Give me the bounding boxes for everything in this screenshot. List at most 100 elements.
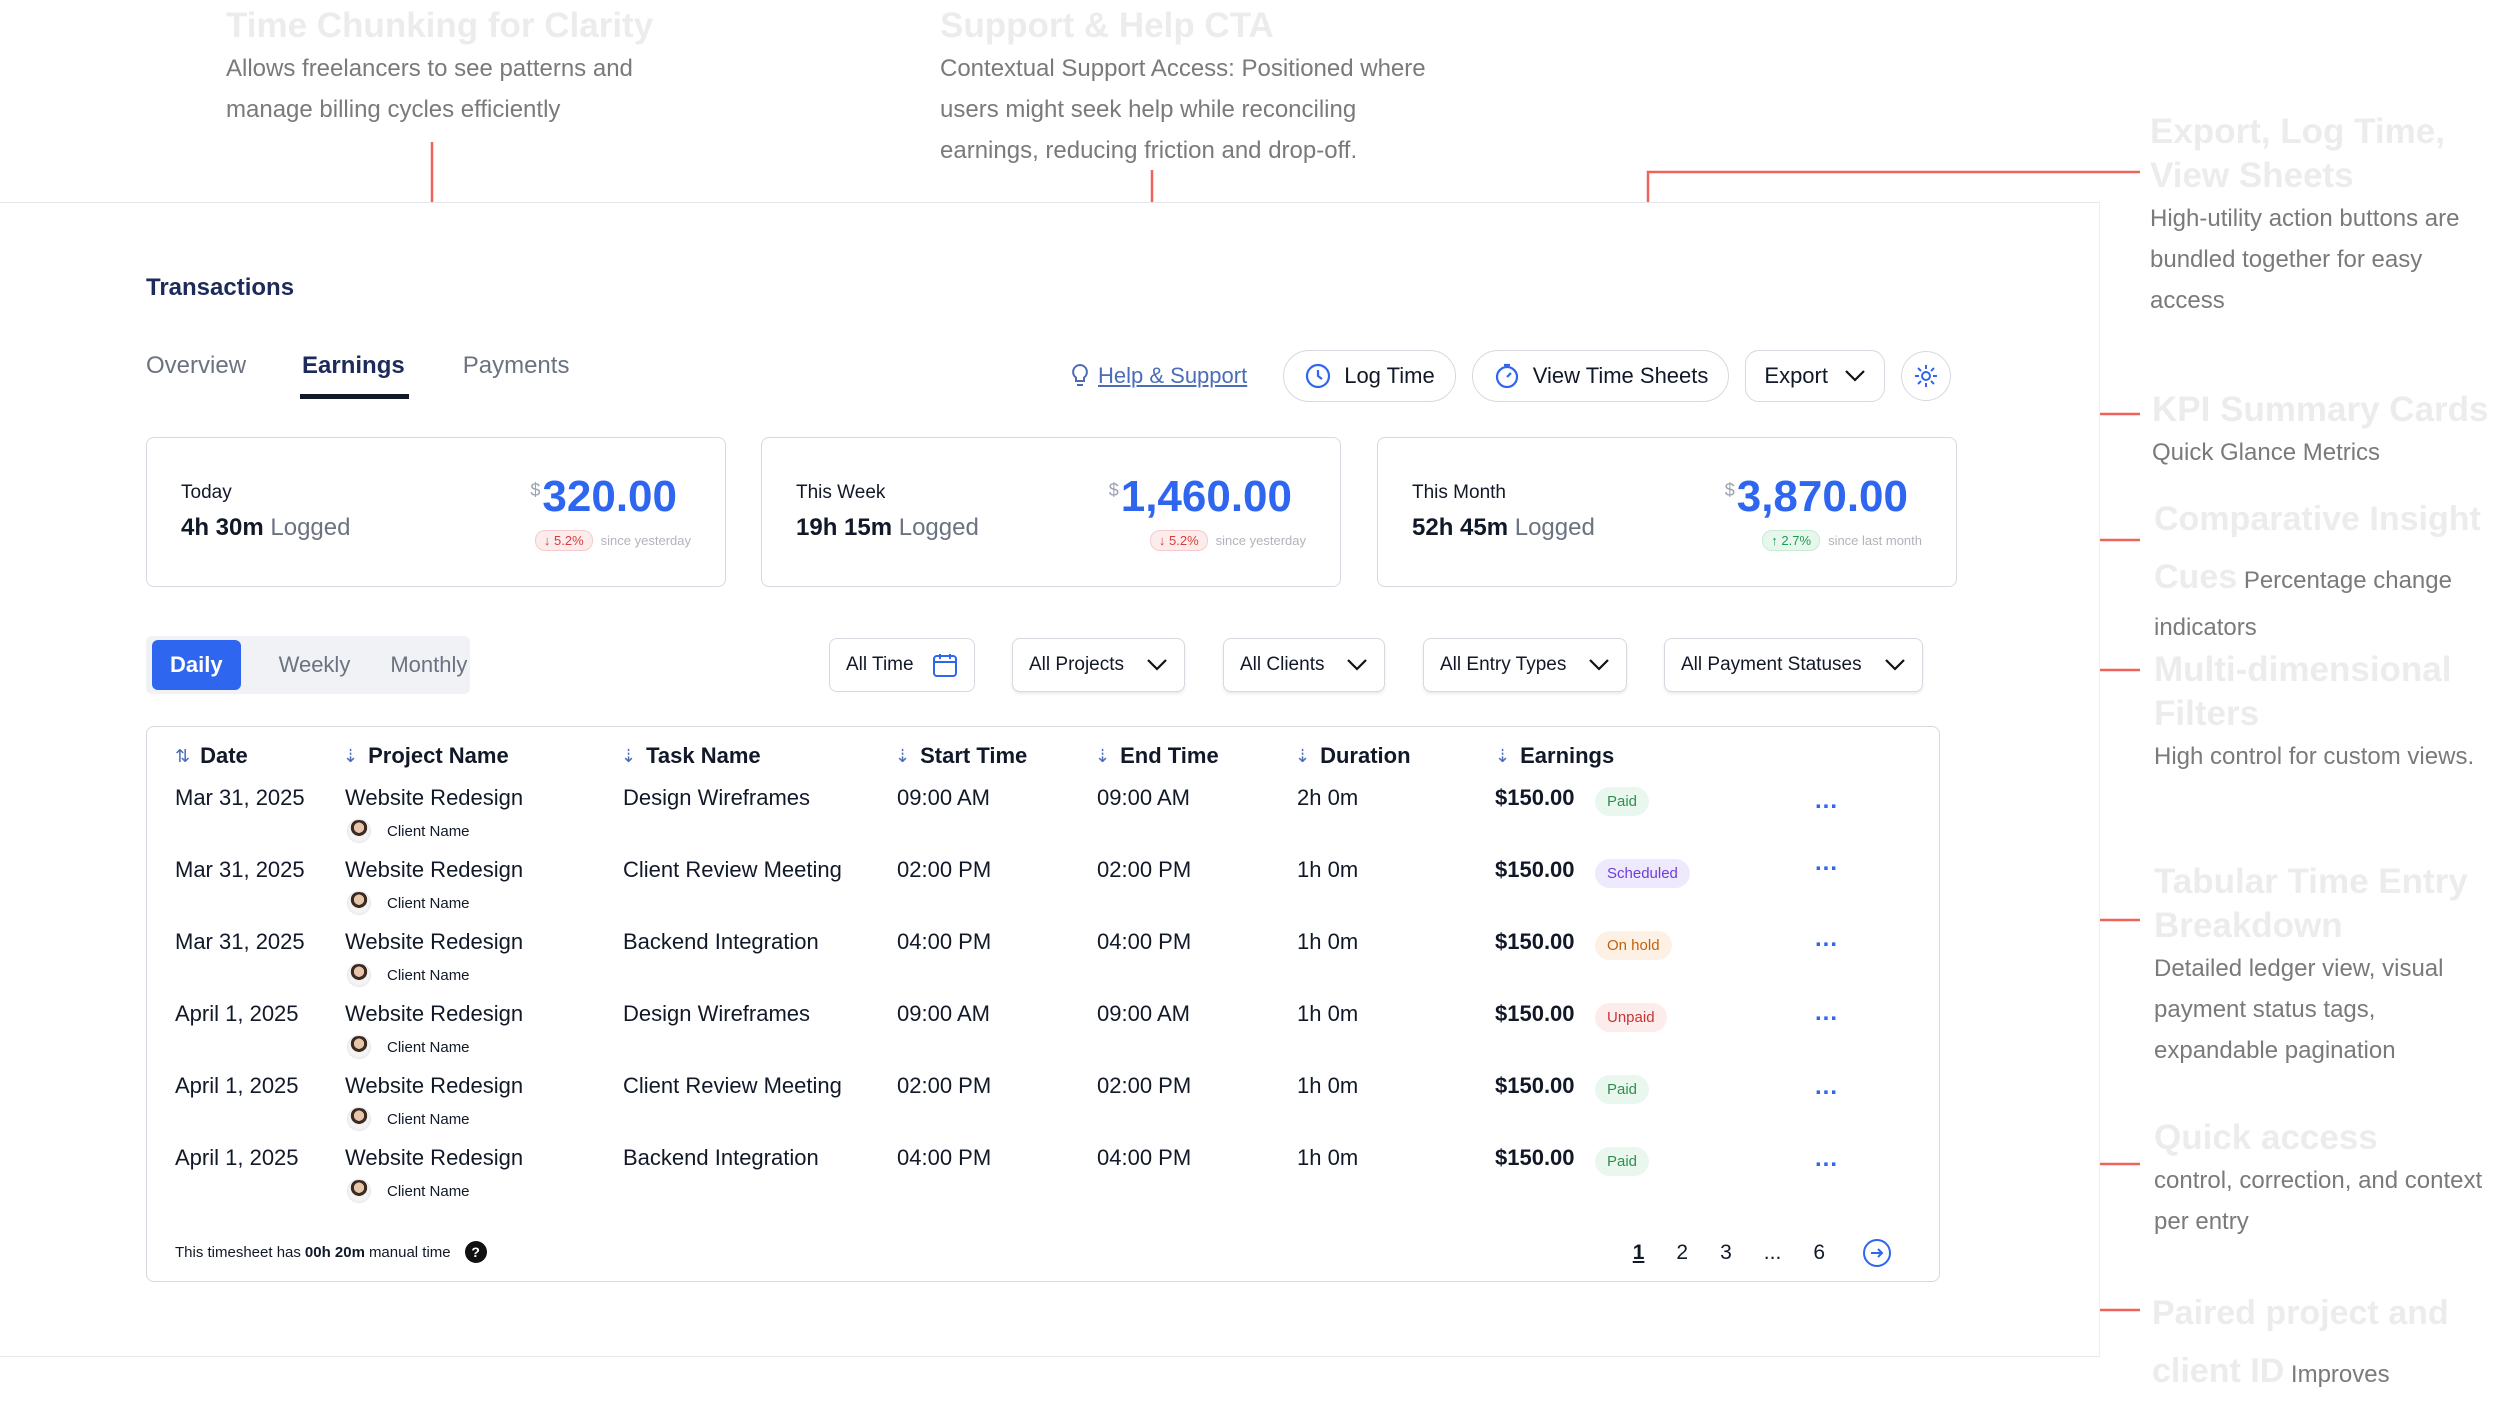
sort-icon: ⇣: [343, 745, 359, 766]
row-more-button[interactable]: ...: [1815, 1073, 1839, 1100]
entry-types-filter[interactable]: All Entry Types: [1423, 638, 1628, 692]
status-badge: Scheduled: [1595, 859, 1690, 888]
annotation-text: Percentage change indicators: [2154, 567, 2452, 641]
cell-task: Design Wireframes: [623, 785, 811, 810]
projects-filter-label: All Projects: [1029, 654, 1125, 675]
kpi-hours: 4h 30m Logged: [181, 514, 350, 542]
time-filter[interactable]: All Time: [829, 638, 975, 692]
period-weekly[interactable]: Weekly: [278, 652, 351, 677]
column-header-label: Date: [200, 743, 248, 768]
column-header-label: End Time: [1120, 743, 1219, 768]
annotation-title: Multi-dimensional Filters: [2154, 650, 2452, 733]
cell-task: Backend Integration: [623, 1145, 819, 1170]
manual-time-suffix: manual time: [368, 1243, 451, 1261]
column-header-date[interactable]: ⇅ Date: [175, 743, 248, 769]
annotation-text: Improves recognition and recall: [2290, 1361, 2390, 1389]
status-badge: Paid: [1595, 787, 1650, 816]
time-filter-label: All Time: [846, 654, 914, 675]
table-row[interactable]: April 1, 2025 Website Redesign Client Na…: [147, 1145, 1939, 1217]
column-header-project[interactable]: ⇣ Project Name: [343, 743, 509, 769]
table-row[interactable]: Mar 31, 2025 Website Redesign Client Nam…: [147, 785, 1939, 857]
delta-since: since last month: [1828, 533, 1922, 548]
help-support-label: Help & Support: [1098, 363, 1248, 388]
row-more-button[interactable]: ...: [1815, 925, 1839, 952]
column-header-end-time[interactable]: ⇣ End Time: [1095, 743, 1219, 769]
client-chip: Client Name: [347, 891, 470, 915]
cell-task: Client Review Meeting: [623, 1073, 842, 1098]
column-header-earnings[interactable]: ⇣ Earnings: [1495, 743, 1614, 769]
clock-icon: [1306, 363, 1331, 389]
log-time-button[interactable]: Log Time: [1283, 350, 1456, 402]
tab-overview[interactable]: Overview: [146, 352, 247, 379]
column-header-label: Project Name: [368, 743, 509, 768]
column-header-start-time[interactable]: ⇣ Start Time: [895, 743, 1027, 769]
status-badge: Paid: [1595, 1075, 1650, 1104]
page-1[interactable]: 1: [1632, 1241, 1645, 1264]
row-more-button[interactable]: ...: [1815, 849, 1839, 876]
delta-badge: ↓ 5.2%: [534, 530, 593, 551]
cell-end-time: 09:00 AM: [1097, 1001, 1190, 1026]
table-row[interactable]: Mar 31, 2025 Website Redesign Client Nam…: [147, 925, 1939, 1001]
page-6[interactable]: 6: [1813, 1241, 1825, 1264]
annotation-body: Detailed ledger view, visual payment sta…: [2154, 954, 2444, 1065]
kpi-card-today: Today 4h 30m Logged $320.00 ↓ 5.2% since …: [146, 437, 726, 587]
avatar: [347, 1107, 371, 1131]
client-name: Client Name: [387, 894, 470, 912]
cell-project: Website Redesign: [345, 1073, 524, 1098]
page-title: Transactions: [146, 274, 295, 301]
question-icon[interactable]: ?: [464, 1241, 487, 1263]
column-header-task[interactable]: ⇣ Task Name: [621, 743, 761, 769]
client-chip: Client Name: [347, 1179, 470, 1203]
page-3[interactable]: 3: [1720, 1241, 1732, 1264]
help-support-link[interactable]: Help & Support: [1070, 363, 1247, 389]
period-monthly[interactable]: Monthly: [390, 652, 468, 677]
delta-since: since yesterday: [600, 533, 691, 548]
annotation-time-chunking: Time Chunking for Clarity Allows freelan…: [226, 4, 746, 130]
table-row[interactable]: Mar 31, 2025 Website Redesign Client Nam…: [147, 849, 1939, 929]
client-chip: Client Name: [347, 1107, 470, 1131]
view-time-sheets-button[interactable]: View Time Sheets: [1471, 350, 1730, 402]
kpi-label: This Month: [1412, 482, 1506, 503]
annotation-body: Comparative Insight Cues Percentage chan…: [2154, 490, 2484, 648]
settings-button[interactable]: [1900, 351, 1951, 401]
status-badge: Unpaid: [1595, 1003, 1667, 1032]
manual-time-note: This timesheet has 00h 20m manual time ?: [175, 1241, 487, 1263]
row-more-button[interactable]: ...: [1815, 787, 1839, 814]
kpi-label: This Week: [796, 482, 886, 503]
kpi-delta: ↑ 2.7% since last month: [1762, 530, 1922, 551]
delta-since: since yesterday: [1215, 533, 1306, 548]
row-more-button[interactable]: ...: [1815, 1145, 1839, 1172]
kpi-amount-value: 320.00: [542, 472, 677, 521]
table-row[interactable]: April 1, 2025 Website Redesign Client Na…: [147, 1073, 1939, 1145]
kpi-amount: $3,870.00: [1725, 472, 1908, 522]
period-daily[interactable]: Daily: [152, 640, 241, 690]
pagination: 1 2 3 ... 6: [1617, 1239, 1891, 1267]
annotation-title: Time Chunking for Clarity: [226, 6, 654, 45]
client-name: Client Name: [387, 1038, 470, 1056]
export-dropdown[interactable]: Export: [1745, 350, 1885, 402]
row-more-button[interactable]: ...: [1815, 999, 1839, 1026]
kpi-delta: ↓ 5.2% since yesterday: [1149, 530, 1306, 551]
export-label: Export: [1764, 363, 1828, 388]
kpi-label: Today: [181, 482, 232, 503]
status-badge: On hold: [1595, 931, 1672, 960]
payment-statuses-filter-label: All Payment Statuses: [1681, 654, 1862, 675]
page-2[interactable]: 2: [1676, 1241, 1689, 1264]
tab-earnings[interactable]: Earnings: [300, 352, 409, 399]
projects-filter[interactable]: All Projects: [1012, 638, 1186, 692]
cell-project: Website Redesign: [345, 1001, 524, 1026]
cell-duration: 1h 0m: [1297, 857, 1359, 882]
table-row[interactable]: April 1, 2025 Website Redesign Client Na…: [147, 999, 1939, 1073]
kpi-card-this-week: This Week 19h 15m Logged $1,460.00 ↓ 5.2…: [761, 437, 1341, 587]
tab-payments[interactable]: Payments: [462, 352, 570, 379]
cell-date: April 1, 2025: [175, 1145, 299, 1170]
sort-icon: ⇣: [1295, 745, 1311, 766]
client-chip: Client Name: [347, 819, 470, 843]
sort-icon: ⇣: [1495, 745, 1511, 766]
clients-filter[interactable]: All Clients: [1223, 638, 1386, 692]
arrow-right-circle-icon[interactable]: [1863, 1239, 1891, 1267]
kpi-hours-value: 52h 45m: [1412, 514, 1509, 541]
payment-statuses-filter[interactable]: All Payment Statuses: [1664, 638, 1923, 692]
column-header-duration[interactable]: ⇣ Duration: [1295, 743, 1411, 769]
annotation-body: Paired project and client ID Improves re…: [2152, 1284, 2482, 1404]
